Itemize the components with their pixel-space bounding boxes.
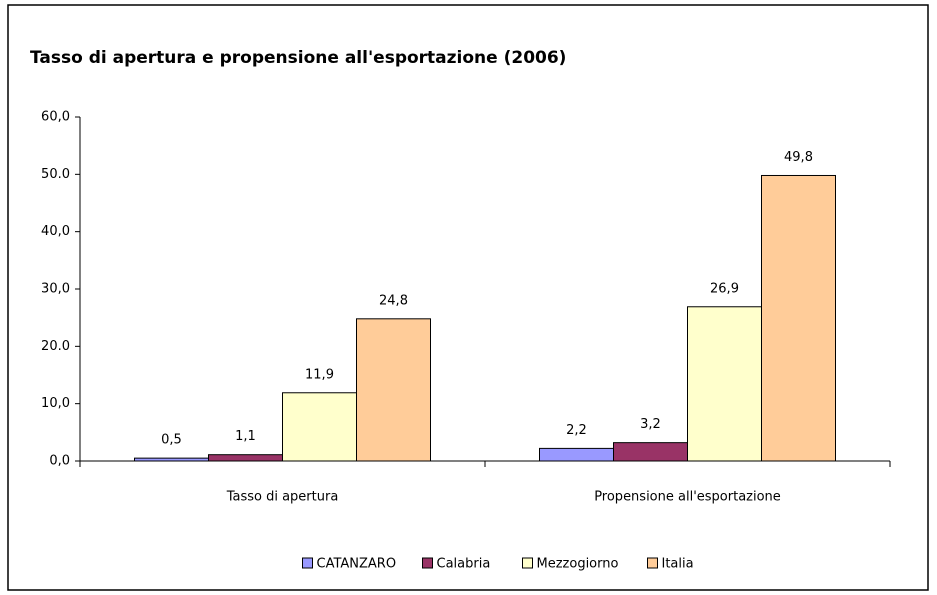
legend-label: Calabria bbox=[437, 557, 491, 572]
data-label: 24,8 bbox=[379, 293, 408, 308]
bar bbox=[208, 454, 283, 462]
y-tick-label: 20.0 bbox=[41, 339, 70, 354]
bar bbox=[539, 447, 614, 462]
bar bbox=[687, 306, 762, 462]
legend-swatch bbox=[522, 557, 533, 569]
y-tick-label: 60,0 bbox=[41, 110, 70, 125]
legend-label: Mezzogiorno bbox=[537, 557, 619, 572]
y-tick-label: 0,0 bbox=[49, 454, 70, 469]
legend-label: CATANZARO bbox=[317, 557, 397, 572]
chart-title: Tasso di apertura e propensione all'espo… bbox=[30, 48, 566, 68]
data-label: 2,2 bbox=[566, 423, 587, 438]
legend-label: Italia bbox=[662, 557, 694, 572]
bar bbox=[356, 318, 431, 462]
bar bbox=[134, 457, 209, 462]
data-label: 0,5 bbox=[161, 433, 182, 448]
bar bbox=[761, 174, 836, 462]
y-tick-label: 50.0 bbox=[41, 167, 70, 182]
x-tick-label: Propensione all'esportazione bbox=[594, 490, 781, 505]
legend-swatch bbox=[647, 557, 658, 569]
y-tick-label: 40,0 bbox=[41, 224, 70, 239]
legend-swatch bbox=[422, 557, 433, 569]
bar bbox=[613, 442, 688, 462]
x-tick-label: Tasso di apertura bbox=[226, 490, 339, 505]
data-label: 1,1 bbox=[235, 429, 256, 444]
data-label: 26,9 bbox=[710, 281, 739, 296]
data-label: 11,9 bbox=[305, 367, 334, 382]
bar bbox=[282, 392, 357, 462]
legend-swatch bbox=[302, 557, 313, 569]
y-tick-label: 30,0 bbox=[41, 282, 70, 297]
data-label: 3,2 bbox=[640, 417, 661, 432]
y-tick-label: 10,0 bbox=[41, 396, 70, 411]
data-label: 49,8 bbox=[784, 150, 813, 165]
